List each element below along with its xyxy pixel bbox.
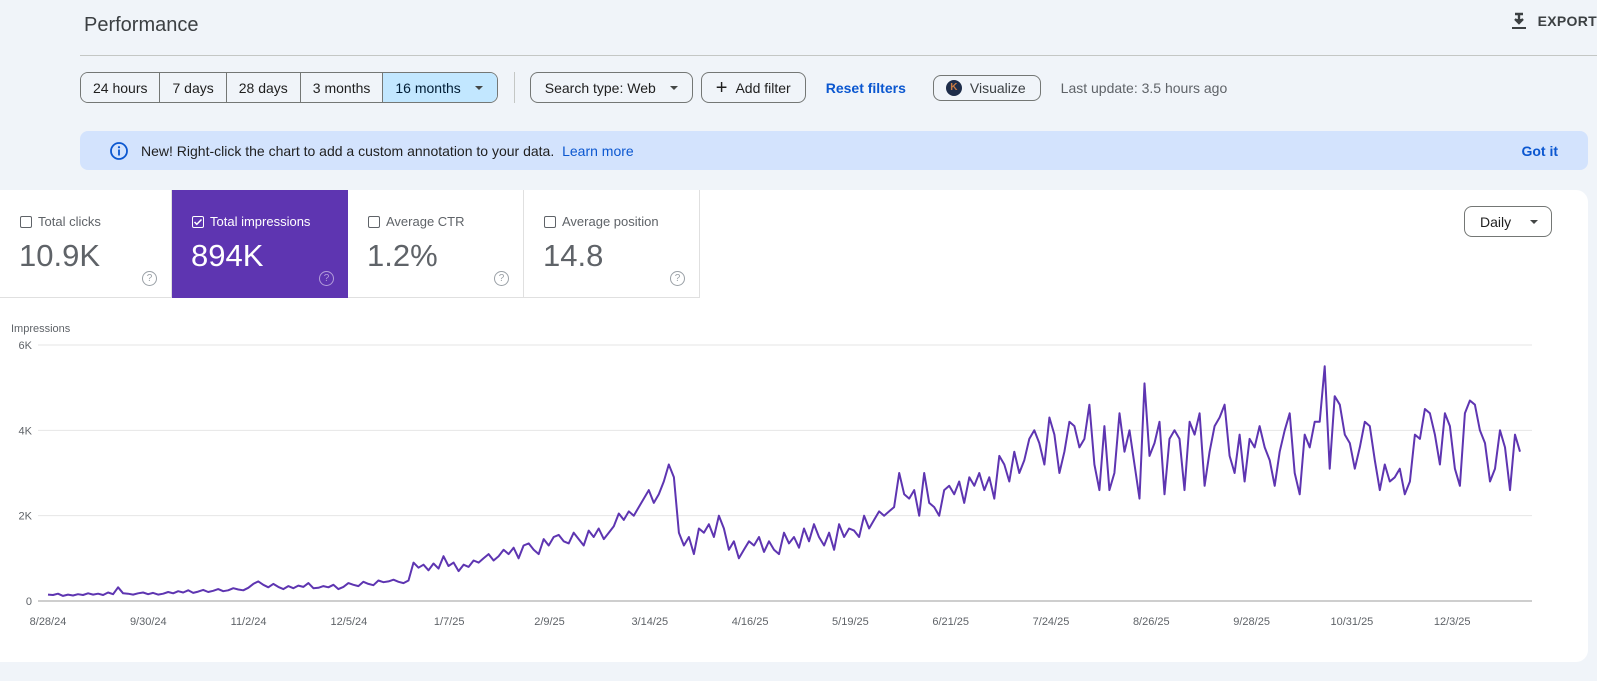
range-24-hours[interactable]: 24 hours <box>81 73 161 102</box>
annotation-banner: New! Right-click the chart to add a cust… <box>80 131 1588 170</box>
checkbox-unchecked-icon[interactable] <box>368 215 380 228</box>
x-tick-label: 7/24/25 <box>1033 616 1070 628</box>
plus-icon: + <box>715 76 728 99</box>
x-tick-label: 6/21/25 <box>932 616 969 628</box>
x-tick-label: 5/19/25 <box>832 616 869 628</box>
learn-more-link[interactable]: Learn more <box>562 142 634 159</box>
checkbox-unchecked-icon[interactable] <box>544 215 556 228</box>
x-tick-label: 2/9/25 <box>534 616 565 628</box>
help-icon[interactable]: ? <box>494 271 509 286</box>
checkbox-checked-icon[interactable] <box>192 215 204 228</box>
x-tick-label: 8/28/24 <box>30 616 67 628</box>
page-title: Performance <box>84 14 199 36</box>
granularity-dropdown[interactable]: Daily <box>1464 206 1552 237</box>
dropdown-caret-icon <box>474 85 483 90</box>
search-type-dropdown[interactable]: Search type: Web <box>529 72 693 103</box>
x-tick-label: 9/28/25 <box>1233 616 1270 628</box>
date-range-selector: 24 hours 7 days 28 days 3 months 16 mont… <box>80 72 498 103</box>
got-it-button[interactable]: Got it <box>1521 142 1558 159</box>
x-tick-label: 4/16/25 <box>732 616 769 628</box>
visualize-logo-icon: K <box>945 79 962 96</box>
y-tick-label: 2K <box>19 511 33 523</box>
x-tick-label: 9/30/24 <box>130 616 167 628</box>
dropdown-caret-icon <box>669 85 678 90</box>
metric-value: 894K <box>191 238 264 273</box>
banner-message: New! Right-click the chart to add a cust… <box>141 142 634 159</box>
metric-average-ctr[interactable]: Average CTR 1.2% ? <box>348 190 524 298</box>
page-header: Performance EXPORT <box>80 0 1597 56</box>
x-tick-label: 8/26/25 <box>1133 616 1170 628</box>
x-tick-label: 10/31/25 <box>1330 616 1373 628</box>
add-filter-button[interactable]: + Add filter <box>700 72 806 103</box>
range-3-months[interactable]: 3 months <box>300 73 384 102</box>
performance-card: Total clicks 10.9K ? Total impressions 8… <box>0 190 1588 662</box>
checkbox-unchecked-icon[interactable] <box>20 215 32 228</box>
visualize-button[interactable]: K Visualize <box>932 74 1041 101</box>
x-tick-label: 12/3/25 <box>1434 616 1471 628</box>
x-tick-label: 1/7/25 <box>434 616 465 628</box>
metric-total-impressions[interactable]: Total impressions 894K ? <box>172 190 348 298</box>
dropdown-caret-icon <box>1530 219 1539 224</box>
range-28-days[interactable]: 28 days <box>226 73 301 102</box>
x-tick-label: 11/2/24 <box>231 616 267 628</box>
impressions-chart[interactable]: Impressions 0 2K 4K 6K 8/28/24 9/30/24 11/2/24 1… <box>0 320 1588 650</box>
y-tick-label: 0 <box>26 596 32 608</box>
reset-filters-link[interactable]: Reset filters <box>825 79 906 96</box>
range-7-days[interactable]: 7 days <box>160 73 227 102</box>
metric-average-position[interactable]: Average position 14.8 ? <box>524 190 700 298</box>
y-axis-title: Impressions <box>11 323 71 335</box>
metric-total-clicks[interactable]: Total clicks 10.9K ? <box>0 190 172 298</box>
y-tick-label: 4K <box>19 425 33 437</box>
metric-value: 1.2% <box>367 238 438 273</box>
filter-toolbar: 24 hours 7 days 28 days 3 months 16 mont… <box>80 72 1227 103</box>
line-chart[interactable]: Impressions 0 2K 4K 6K 8/28/24 9/30/24 11/2/24 1… <box>0 320 1588 650</box>
export-button[interactable]: EXPORT <box>1510 12 1597 30</box>
export-label: EXPORT <box>1537 13 1597 29</box>
range-16-months[interactable]: 16 months <box>383 73 497 102</box>
help-icon[interactable]: ? <box>319 271 334 286</box>
help-icon[interactable]: ? <box>142 271 157 286</box>
download-icon <box>1511 12 1526 29</box>
metric-tiles: Total clicks 10.9K ? Total impressions 8… <box>0 190 700 298</box>
y-tick-label: 6K <box>19 340 33 352</box>
help-icon[interactable]: ? <box>670 271 685 286</box>
info-icon <box>110 141 128 160</box>
impressions-line <box>47 365 1521 597</box>
x-tick-label: 3/14/25 <box>631 616 668 628</box>
metric-value: 10.9K <box>19 238 101 273</box>
x-tick-label: 12/5/24 <box>331 616 368 628</box>
metric-value: 14.8 <box>543 238 604 273</box>
last-update-text: Last update: 3.5 hours ago <box>1060 79 1228 96</box>
divider <box>513 72 515 103</box>
